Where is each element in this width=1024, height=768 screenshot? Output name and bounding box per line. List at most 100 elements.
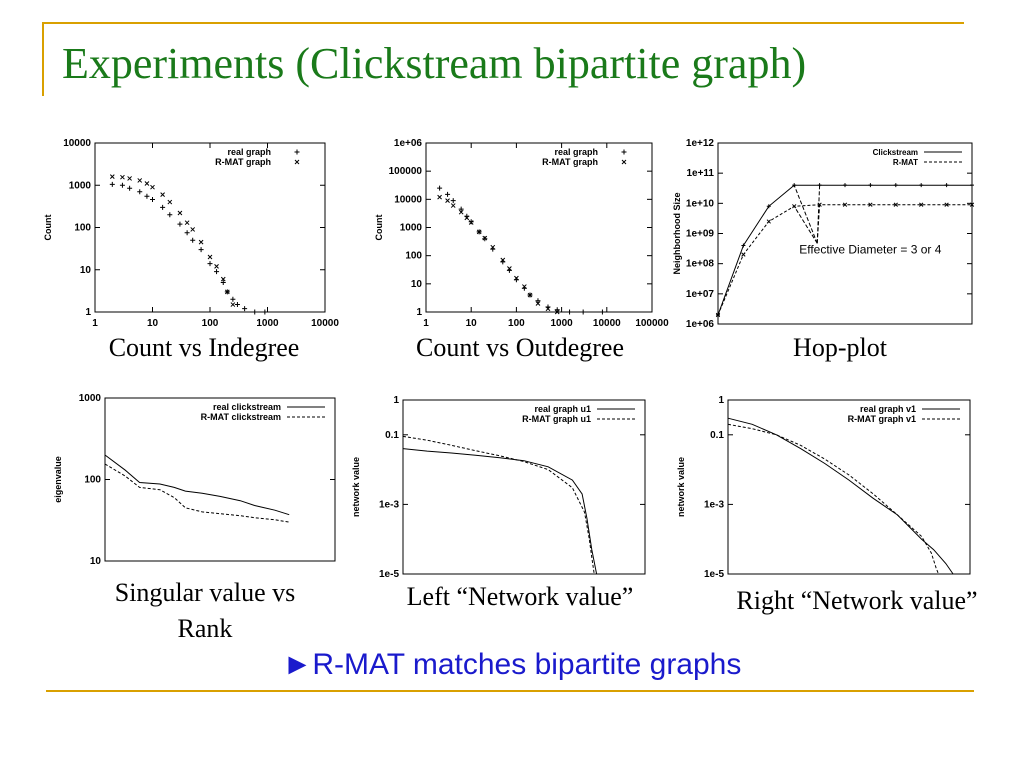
data-point	[893, 202, 898, 207]
series-real-graph-v1	[727, 417, 954, 575]
data-point	[234, 302, 240, 308]
data-point	[500, 257, 506, 263]
legend-label: R-MAT graph v1	[848, 414, 916, 424]
data-point	[167, 212, 173, 218]
legend-marker	[621, 159, 627, 165]
y-tick-label: 10000	[394, 194, 422, 205]
data-point	[766, 219, 771, 224]
caption-left-network-value: Left “Network value”	[406, 582, 634, 611]
data-point	[944, 202, 949, 207]
data-point	[741, 243, 746, 248]
y-tick-label: 100000	[389, 166, 423, 177]
x-tick-label: 100000	[635, 318, 669, 329]
series-line	[727, 417, 954, 575]
annotation-pointer	[816, 204, 821, 244]
data-point	[843, 183, 847, 188]
data-point	[177, 221, 183, 227]
y-tick-label: 0.1	[710, 430, 724, 441]
caption-indegree: Count vs Indegree	[108, 333, 300, 362]
series-r-mat	[715, 202, 975, 318]
plot-frame	[94, 142, 326, 313]
caption-right-network-value: Right “Network value”	[736, 586, 978, 615]
data-point	[893, 183, 898, 188]
chart-right-network-value: 1e-5 1e-3 0.1 1 network value real graph v1R-…	[676, 395, 971, 580]
data-point	[476, 229, 482, 235]
series-r-mat-graph	[437, 194, 560, 315]
y-tick-label: 1e-3	[379, 499, 399, 510]
data-point	[464, 215, 470, 221]
data-point	[842, 202, 848, 207]
legend-label: real graph	[554, 147, 598, 157]
data-point	[468, 220, 474, 225]
data-point	[230, 296, 236, 302]
y-tick-label: 100	[74, 223, 91, 234]
y-tick-label: 1e+11	[686, 168, 714, 179]
y-tick-label: 10	[90, 556, 102, 567]
data-point	[220, 276, 226, 282]
footer-rule	[46, 690, 974, 692]
plot-frame	[425, 142, 653, 313]
chart-hop-plot: 1e+06 1e+07 1e+08 1e+09 1e+10 1e+11 1e+12 Neigh…	[672, 138, 975, 330]
data-point	[160, 204, 166, 210]
annotation-effective-diameter: Effective Diameter = 3 or 4	[799, 242, 942, 256]
data-point	[580, 309, 586, 315]
legend-marker	[294, 149, 300, 155]
data-point	[766, 204, 771, 209]
x-tick-label: 10	[147, 318, 159, 329]
x-tick-label: 1	[92, 318, 98, 329]
data-point	[458, 206, 464, 212]
legend-label: real clickstream	[213, 402, 281, 412]
caption-singular-value-line1: Singular value vs	[114, 578, 296, 607]
page-title: Experiments (Clickstream bipartite graph…	[62, 39, 807, 88]
y-tick-label: 100	[405, 251, 422, 262]
chart-singular-value-vs-rank: 10 100 1000 eigenvalue real clickstreamR-MAT…	[53, 393, 336, 567]
x-tick-label: 1000	[256, 318, 279, 329]
data-point	[490, 244, 496, 250]
x-tick-label: 100	[508, 318, 525, 329]
data-point	[969, 202, 975, 207]
data-point	[214, 269, 220, 275]
y-tick-label: 1e+06	[686, 319, 715, 330]
x-tick-label: 10	[466, 318, 478, 329]
legend-label: Clickstream	[873, 148, 918, 157]
data-point	[445, 198, 450, 203]
legend-label: R-MAT graph	[215, 157, 271, 167]
data-point	[482, 235, 488, 241]
legend-marker	[621, 149, 627, 155]
data-point	[514, 275, 519, 281]
series-r-mat-graph-v1	[727, 423, 939, 575]
series-r-mat-graph	[109, 174, 236, 307]
x-tick-label: 100	[202, 318, 219, 329]
data-point	[554, 309, 560, 315]
series-real-graph-u1	[402, 448, 598, 575]
data-point	[109, 181, 115, 187]
data-point	[190, 237, 196, 243]
y-tick-label: 10	[411, 279, 423, 290]
plot-frame	[402, 399, 646, 575]
data-point	[450, 198, 456, 204]
series-real-clickstream	[104, 454, 290, 516]
data-point	[230, 302, 236, 307]
title-rule	[42, 22, 964, 24]
data-point	[919, 183, 924, 188]
series-line	[104, 463, 290, 523]
x-tick-label: 10000	[311, 318, 339, 329]
y-axis-label: eigenvalue	[53, 456, 63, 503]
y-axis-label: Neighborhood Size	[672, 193, 682, 275]
series-line	[727, 423, 939, 575]
series-line	[717, 204, 972, 316]
y-tick-label: 1	[393, 395, 399, 406]
y-tick-label: 1000	[79, 393, 102, 404]
data-point	[458, 209, 464, 215]
x-tick-label: 1000	[550, 318, 573, 329]
y-tick-label: 1e-5	[379, 569, 399, 580]
data-point	[184, 220, 190, 226]
data-point	[144, 181, 150, 186]
data-point	[252, 309, 258, 315]
plot-frame	[717, 142, 973, 325]
series-real-graph	[109, 181, 268, 315]
data-point	[144, 193, 150, 199]
data-point	[437, 194, 442, 200]
data-point	[160, 192, 165, 197]
y-tick-label: 1000	[69, 180, 92, 191]
